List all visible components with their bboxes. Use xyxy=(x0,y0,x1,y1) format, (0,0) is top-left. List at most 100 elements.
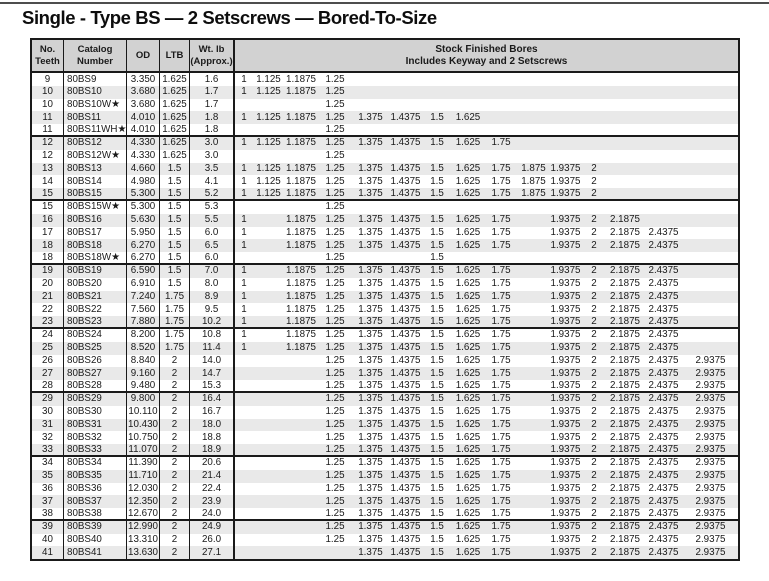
bore-cell: 2 xyxy=(591,457,597,469)
bore-cell: 2 xyxy=(591,406,597,418)
bore-cell: 1.5 xyxy=(430,431,444,443)
bore-cell: 1 xyxy=(241,342,247,354)
bore-cell: 1.4375 xyxy=(390,355,421,367)
bore-cell: 1.9375 xyxy=(550,534,581,546)
bore-cell: 2.9375 xyxy=(695,444,726,455)
bore-cell: 1.9375 xyxy=(550,457,581,469)
table-row: 12 80BS12 4.330 1.625 3.0 1 1.125 1.1875 1.… xyxy=(32,136,738,150)
wt-cell: 9.5 xyxy=(190,303,235,317)
bore-cell xyxy=(518,265,549,278)
wt-cell: 15.3 xyxy=(190,380,235,391)
bore-cell: 2.1875 xyxy=(610,380,640,391)
bore-cell: 1 xyxy=(241,316,247,327)
bore-cell: 1.25 xyxy=(325,124,345,135)
bore-cell xyxy=(582,124,606,135)
bore-cell: 1.9375 xyxy=(550,316,581,327)
bore-cell: 1.75 xyxy=(491,227,511,239)
catalog-cell: 80BS27 xyxy=(64,367,127,381)
bore-cell xyxy=(484,201,518,214)
bore-cell: 2 xyxy=(591,291,597,303)
bore-cell xyxy=(253,406,284,419)
bore-cell xyxy=(422,201,452,214)
bore-cell: 2 xyxy=(591,214,597,226)
bore-cell: 1.75 xyxy=(491,214,511,226)
bore-cell xyxy=(253,316,284,327)
bore-cell xyxy=(235,252,253,263)
bore-cell: 2.1875 xyxy=(610,303,640,315)
od-cell: 5.950 xyxy=(127,226,160,240)
ltb-cell: 2 xyxy=(160,367,190,381)
bore-cell: 2.9375 xyxy=(695,521,726,533)
bore-cell: 1.5 xyxy=(430,111,444,123)
bore-cell xyxy=(549,201,582,214)
bore-cell: 1.5 xyxy=(430,380,444,391)
bore-cell: 1.75 xyxy=(491,419,511,431)
wt-cell: 3.5 xyxy=(190,162,235,176)
teeth-cell: 17 xyxy=(32,226,64,240)
bore-cell xyxy=(253,380,284,391)
bore-cell: 1.25 xyxy=(325,508,345,519)
bore-cell: 1.375 xyxy=(358,278,383,290)
wt-cell: 18.8 xyxy=(190,431,235,445)
bore-cell xyxy=(518,406,549,419)
bore-cell: 1.4375 xyxy=(390,239,421,251)
bore-cell: 2.9375 xyxy=(695,483,726,494)
bore-cell: 1.75 xyxy=(491,495,511,507)
ltb-cell: 2 xyxy=(160,431,190,445)
bore-cell xyxy=(518,483,549,496)
bore-cell xyxy=(422,124,452,135)
bore-cell: 1.625 xyxy=(455,367,481,379)
bore-cell: 1.875 xyxy=(521,175,546,187)
bore-cell: 1.9375 xyxy=(550,163,581,175)
bore-cell: 1.4375 xyxy=(390,278,421,290)
bore-cell: 2.4375 xyxy=(648,508,679,519)
bore-cell xyxy=(235,444,253,455)
ltb-cell: 2 xyxy=(160,533,190,547)
bore-cell: 1 xyxy=(241,175,247,187)
bore-cell xyxy=(484,150,518,163)
wt-cell: 16.7 xyxy=(190,405,235,419)
wt-cell: 1.6 xyxy=(190,73,235,86)
bore-cell: 1.9375 xyxy=(550,483,581,494)
bore-cell xyxy=(253,342,284,355)
bore-cell: 1.625 xyxy=(455,227,481,239)
ltb-cell: 1.75 xyxy=(160,290,190,304)
catalog-cell: 80BS15W★ xyxy=(64,200,127,214)
bore-cell: 1.9375 xyxy=(550,342,581,354)
bore-cell: 1.625 xyxy=(455,457,481,469)
table-row: 30 80BS30 10.110 2 16.7 1.25 1.375 1.4375 1… xyxy=(32,405,738,419)
teeth-cell: 22 xyxy=(32,303,64,317)
bore-cell: 1.625 xyxy=(455,239,481,251)
wt-cell: 27.1 xyxy=(190,546,235,560)
bore-cell: 1.125 xyxy=(256,86,281,98)
wt-cell: 8.0 xyxy=(190,277,235,291)
bore-cell xyxy=(582,86,606,99)
bore-cell xyxy=(284,495,318,508)
bore-cell: 1 xyxy=(241,278,247,290)
bore-cell: 1 xyxy=(241,163,247,175)
bore-cell xyxy=(518,495,549,508)
table-row: 41 80BS41 13.630 2 27.1 1.375 1.4375 1.5 1.… xyxy=(32,546,738,560)
ltb-cell: 2 xyxy=(160,456,190,470)
bore-cell xyxy=(484,73,518,86)
bore-cell: 1.9375 xyxy=(550,393,581,405)
bore-cell: 1.5 xyxy=(430,278,444,290)
bore-cell: 1.25 xyxy=(325,483,345,494)
bore-cell xyxy=(235,457,253,470)
bore-cell xyxy=(422,99,452,112)
teeth-cell: 12 xyxy=(32,136,64,150)
bore-cell xyxy=(235,124,253,135)
bore-cell: 1.9375 xyxy=(550,278,581,290)
bore-cell: 1.25 xyxy=(325,355,345,367)
wt-cell: 10.8 xyxy=(190,328,235,342)
catalog-cell: 80BS18W★ xyxy=(64,252,127,263)
bore-cell: 2.4375 xyxy=(648,406,679,418)
bore-cell: 2.1875 xyxy=(610,470,640,482)
bore-cell: 1.9375 xyxy=(550,431,581,443)
catalog-cell: 80BS10 xyxy=(64,85,127,99)
bore-cell xyxy=(644,99,683,112)
bore-cell: 1.25 xyxy=(325,252,345,263)
bore-cell: 2.4375 xyxy=(648,342,679,354)
catalog-cell: 80BS39 xyxy=(64,520,127,534)
od-cell: 4.330 xyxy=(127,149,160,163)
